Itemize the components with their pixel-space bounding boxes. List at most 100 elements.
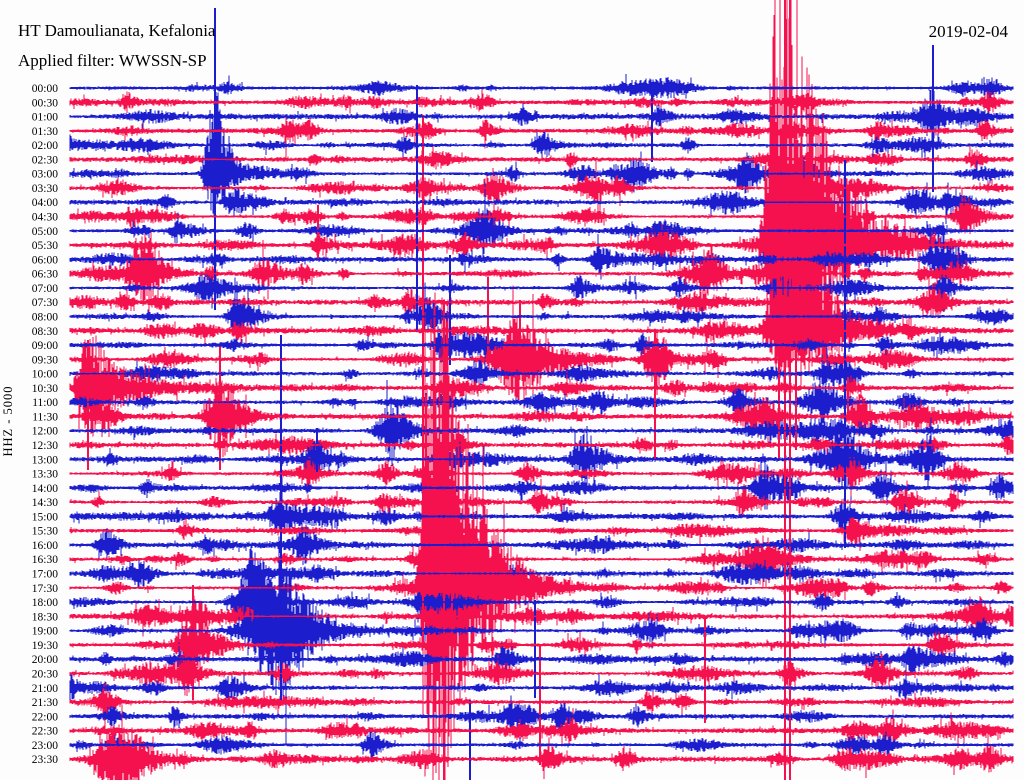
- time-label: 09:00: [32, 340, 58, 352]
- time-label: 14:30: [32, 497, 58, 509]
- seismic-trace-baseline: [69, 258, 1014, 261]
- filter-label: Applied filter: WWSSN-SP: [18, 51, 207, 70]
- time-label: 12:30: [32, 440, 58, 452]
- time-label: 20:00: [32, 654, 58, 666]
- seismic-trace-baseline: [69, 458, 1014, 461]
- seismic-trace-baseline: [69, 358, 1014, 361]
- time-label: 18:30: [32, 611, 58, 623]
- seismic-trace-baseline: [69, 343, 1014, 347]
- seismic-trace-baseline: [69, 686, 1014, 689]
- time-label: 04:30: [32, 212, 58, 224]
- seismic-trace-baseline: [69, 758, 1014, 761]
- seismic-trace-baseline: [69, 329, 1014, 333]
- seismic-trace-baseline: [69, 115, 1014, 118]
- time-label: 06:00: [32, 254, 58, 266]
- station-title: HT Damoulianata, Kefalonia: [18, 21, 216, 40]
- time-label: 04:00: [32, 197, 58, 209]
- seismic-trace-baseline: [69, 415, 1014, 418]
- seismic-trace-baseline: [69, 543, 1014, 547]
- time-label: 07:30: [32, 297, 58, 309]
- time-label: 08:00: [32, 312, 58, 324]
- seismic-trace-baseline: [69, 386, 1014, 389]
- seismic-trace-baseline: [69, 401, 1014, 404]
- seismic-trace-baseline: [69, 129, 1014, 133]
- seismic-trace-baseline: [69, 158, 1014, 161]
- time-label: 16:30: [32, 554, 58, 566]
- seismic-trace-baseline: [69, 100, 1014, 104]
- seismic-trace-baseline: [69, 714, 1014, 718]
- seismic-trace-baseline: [69, 672, 1014, 675]
- seismic-trace-baseline: [69, 743, 1014, 747]
- seismic-trace-baseline: [69, 486, 1014, 490]
- seismic-trace-baseline: [69, 586, 1014, 589]
- seismic-trace-baseline: [69, 615, 1014, 618]
- seismic-trace-baseline: [69, 558, 1014, 561]
- time-label: 02:30: [32, 154, 58, 166]
- time-label: 08:30: [32, 326, 58, 338]
- time-label: 10:30: [32, 383, 58, 395]
- time-label: 18:00: [32, 597, 58, 609]
- time-label: 17:30: [32, 583, 58, 595]
- time-label: 01:00: [32, 112, 58, 124]
- time-label: 17:00: [32, 569, 58, 581]
- time-label: 06:30: [32, 269, 58, 281]
- seismic-trace-baseline: [69, 643, 1014, 647]
- seismic-trace-baseline: [69, 172, 1014, 175]
- time-label: 03:30: [32, 183, 58, 195]
- seismic-trace-baseline: [69, 187, 1014, 189]
- time-labels-group: 00:00 00:30 01:00 01:30 02:00 02:30 03:00 03:30…: [32, 83, 58, 766]
- seismic-trace-baseline: [69, 372, 1014, 375]
- time-label: 21:00: [32, 683, 58, 695]
- seismic-trace-baseline: [69, 629, 1014, 632]
- time-label: 22:00: [32, 711, 58, 723]
- seismic-trace-baseline: [69, 472, 1014, 475]
- time-label: 11:30: [32, 411, 58, 423]
- time-label: 14:00: [32, 483, 58, 495]
- seismic-trace-baseline: [69, 301, 1014, 304]
- overlay-traces-group: [69, 86, 1014, 761]
- time-label: 12:00: [32, 426, 58, 438]
- seismic-trace-baseline: [69, 444, 1014, 446]
- seismic-trace-baseline: [69, 201, 1014, 204]
- y-axis-label: HHZ - 5000: [1, 385, 15, 456]
- time-label: 09:30: [32, 354, 58, 366]
- time-label: 07:00: [32, 283, 58, 295]
- seismic-trace-baseline: [69, 501, 1014, 504]
- seismic-trace-baseline: [69, 243, 1014, 247]
- time-label: 03:00: [32, 169, 58, 181]
- seismic-trace-baseline: [69, 272, 1014, 275]
- seismic-trace-baseline: [69, 729, 1014, 733]
- time-label: 22:30: [32, 726, 58, 738]
- time-label: 19:30: [32, 640, 58, 652]
- time-label: 16:00: [32, 540, 58, 552]
- seismic-trace-baseline: [69, 700, 1014, 704]
- time-label: 23:30: [32, 754, 58, 766]
- seismic-trace-baseline: [69, 657, 1014, 661]
- time-label: 05:30: [32, 240, 58, 252]
- time-label: 00:00: [32, 83, 58, 95]
- seismic-trace-baseline: [69, 529, 1014, 533]
- time-label: 13:00: [32, 454, 58, 466]
- time-label: 10:00: [32, 369, 58, 381]
- time-label: 13:30: [32, 469, 58, 481]
- seismic-trace-baseline: [69, 215, 1014, 218]
- time-label: 15:00: [32, 511, 58, 523]
- seismic-trace-baseline: [69, 601, 1014, 604]
- time-label: 11:00: [32, 397, 58, 409]
- seismic-trace-baseline: [69, 515, 1014, 518]
- time-label: 20:30: [32, 669, 58, 681]
- time-label: 00:30: [32, 97, 58, 109]
- seismic-trace-baseline: [69, 429, 1014, 432]
- time-label: 01:30: [32, 126, 58, 138]
- seismic-trace-baseline: [69, 572, 1014, 575]
- seismic-trace-baseline: [69, 286, 1014, 290]
- time-label: 05:00: [32, 226, 58, 238]
- time-label: 19:00: [32, 626, 58, 638]
- time-label: 21:30: [32, 697, 58, 709]
- seismic-trace-baseline: [69, 315, 1014, 318]
- date-label: 2019-02-04: [929, 22, 1009, 41]
- time-label: 15:30: [32, 526, 58, 538]
- time-label: 23:00: [32, 740, 58, 752]
